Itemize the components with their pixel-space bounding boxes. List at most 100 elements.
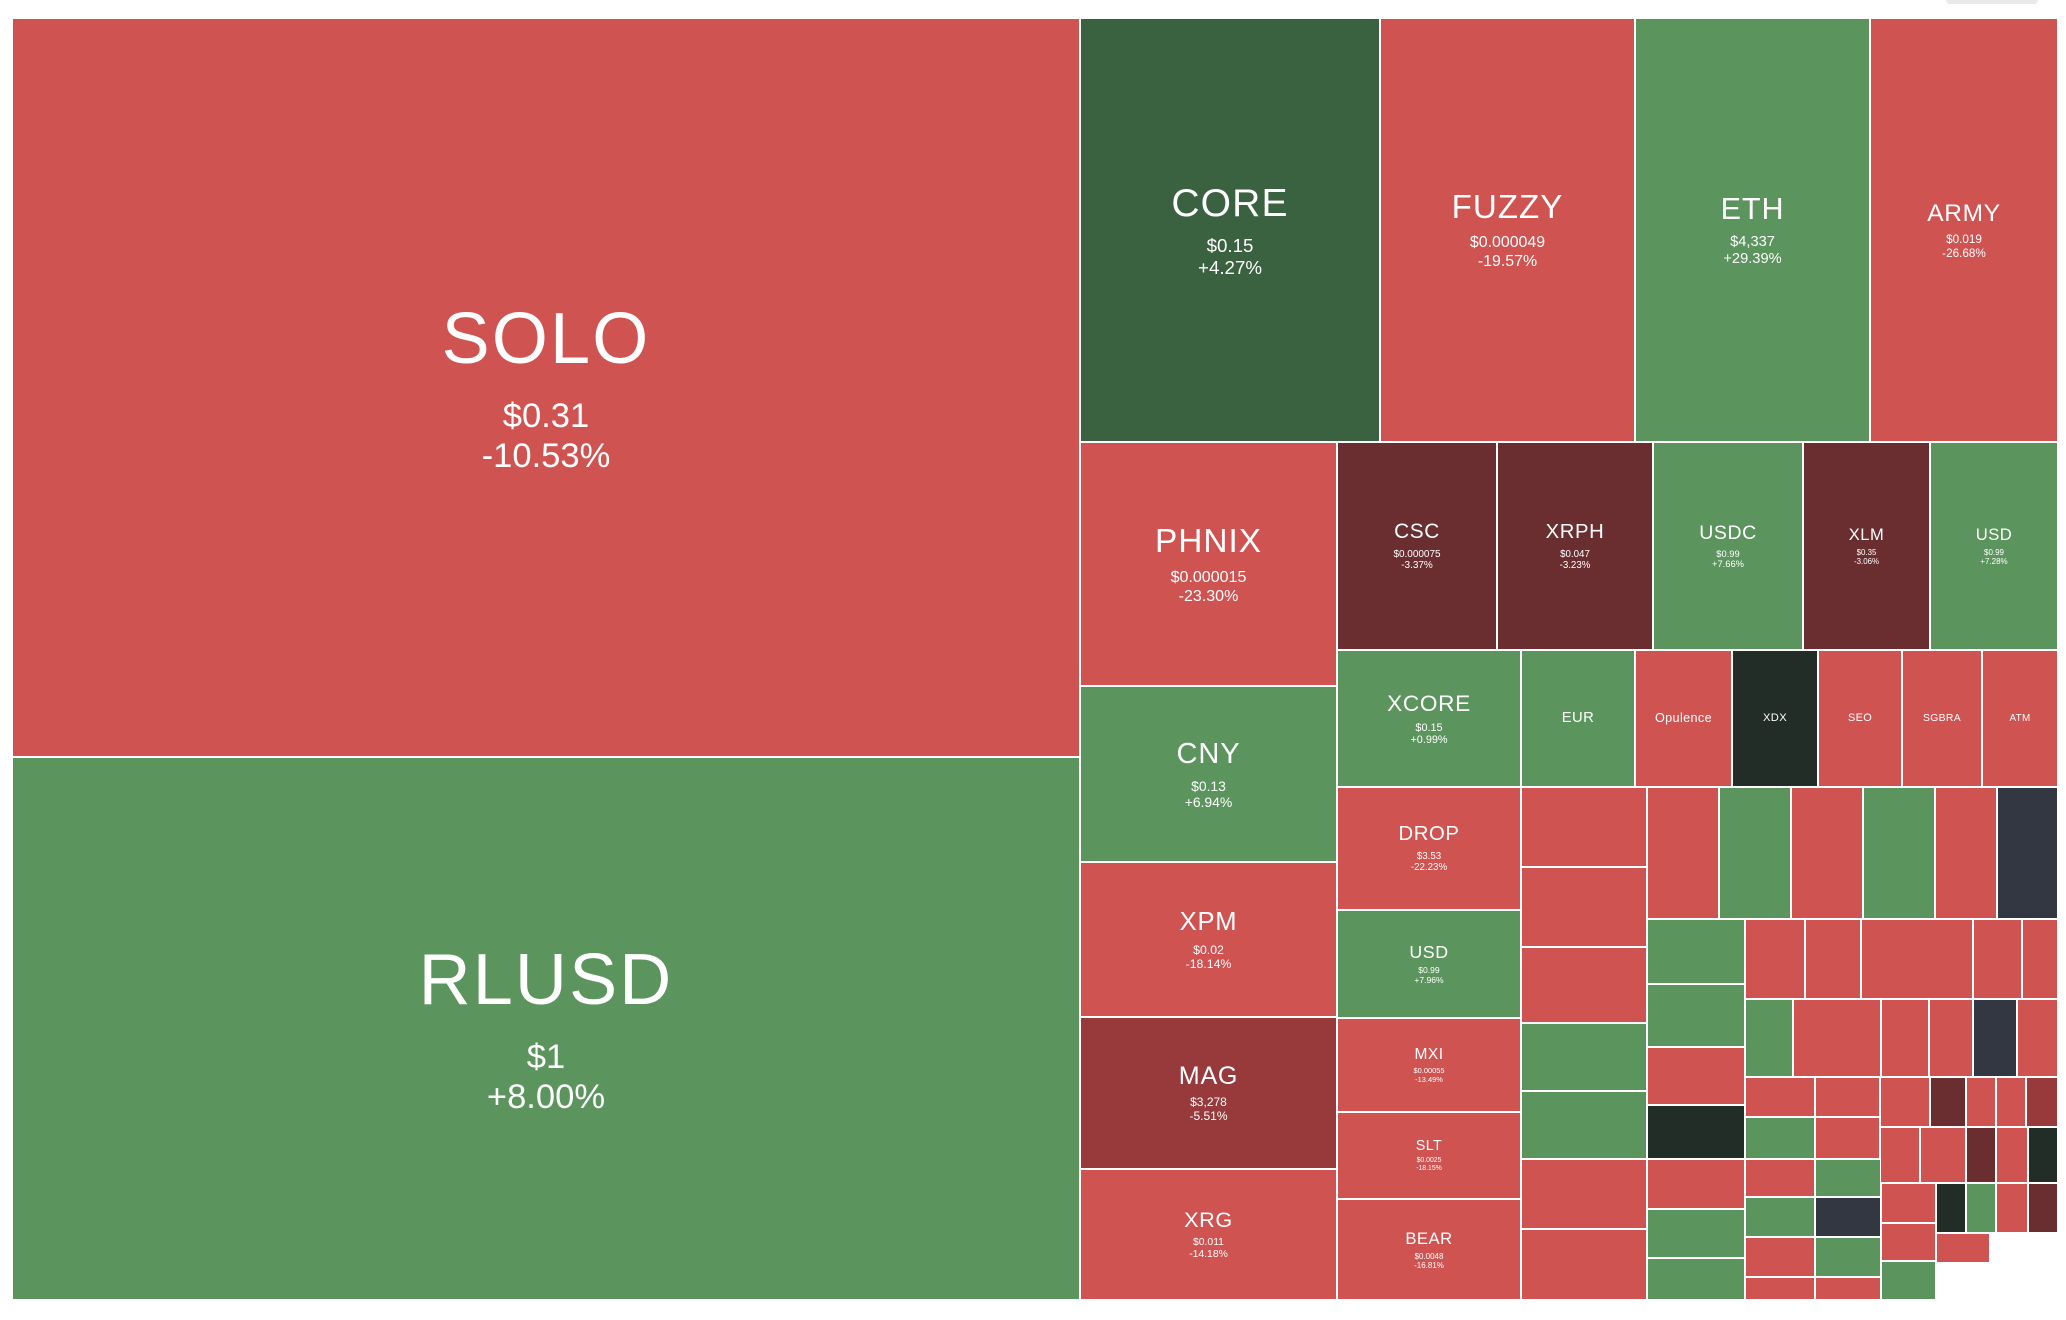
tile-usd[interactable]: USD $0.99 +7.96% (1337, 910, 1521, 1018)
tile[interactable] (1996, 1127, 2028, 1183)
tile[interactable] (1745, 1077, 1815, 1117)
tile[interactable] (1745, 999, 1793, 1077)
tile-rlusd[interactable]: RLUSD $1 +8.00% (12, 757, 1080, 1300)
tile[interactable] (1647, 1159, 1745, 1209)
tile-opulence[interactable]: Opulence (1635, 650, 1732, 787)
tile[interactable] (1973, 919, 2022, 999)
tile[interactable] (1521, 867, 1647, 947)
tile-change: -22.23% (1410, 862, 1448, 874)
tile[interactable] (1861, 919, 1973, 999)
tile-symbol: XLM (1848, 525, 1885, 544)
corner-control[interactable] (1946, 0, 2038, 4)
tile[interactable] (1793, 999, 1881, 1077)
tile-xrg[interactable]: XRG $0.011 -14.18% (1080, 1169, 1337, 1300)
tile-solo[interactable]: SOLO $0.31 -10.53% (12, 18, 1080, 757)
tile[interactable] (1647, 919, 1745, 984)
tile[interactable] (1881, 1223, 1936, 1261)
tile-phnix[interactable]: PHNIX $0.000015 -23.30% (1080, 442, 1337, 686)
tile-xcore[interactable]: XCORE $0.15 +0.99% (1337, 650, 1521, 787)
tile[interactable] (1880, 1077, 1930, 1127)
tile[interactable] (1647, 787, 1719, 919)
tile[interactable] (1521, 1229, 1647, 1300)
tile[interactable] (1966, 1127, 1996, 1183)
tile[interactable] (1745, 919, 1805, 999)
tile[interactable] (1815, 1159, 1881, 1197)
tile[interactable] (1996, 1183, 2028, 1233)
tile[interactable] (1805, 919, 1861, 999)
tile-xdx[interactable]: XDX (1732, 650, 1818, 787)
tile[interactable] (2028, 1127, 2058, 1183)
tile-change: +7.66% (1712, 559, 1744, 570)
tile-price: $0.15 (1206, 235, 1254, 257)
tile[interactable] (1929, 999, 1973, 1077)
tile-symbol: XDX (1763, 712, 1787, 725)
tile-mxi[interactable]: MXI $0.00055 -13.49% (1337, 1018, 1521, 1112)
tile[interactable] (1996, 1077, 2026, 1127)
tile[interactable] (1521, 947, 1647, 1023)
tile-xrph[interactable]: XRPH $0.047 -3.23% (1497, 442, 1653, 650)
tile[interactable] (1815, 1197, 1881, 1237)
tile[interactable] (1930, 1077, 1966, 1127)
tile[interactable] (1647, 1258, 1745, 1300)
tile[interactable] (1647, 984, 1745, 1047)
tile[interactable] (1966, 1077, 1996, 1127)
tile[interactable] (1815, 1277, 1881, 1300)
tile-eur[interactable]: EUR (1521, 650, 1635, 787)
tile[interactable] (1719, 787, 1791, 919)
tile-xpm[interactable]: XPM $0.02 -18.14% (1080, 862, 1337, 1017)
tile-usdc[interactable]: USDC $0.99 +7.66% (1653, 442, 1803, 650)
tile[interactable] (1920, 1127, 1966, 1183)
tile[interactable] (1881, 1183, 1936, 1223)
tile[interactable] (1521, 1023, 1647, 1091)
tile[interactable] (1521, 787, 1647, 867)
tile[interactable] (1881, 1261, 1936, 1300)
tile[interactable] (1997, 787, 2058, 919)
tile[interactable] (1936, 1183, 1966, 1233)
tile[interactable] (1881, 999, 1929, 1077)
tile[interactable] (1863, 787, 1935, 919)
tile-csc[interactable]: CSC $0.000075 -3.37% (1337, 442, 1497, 650)
tile-mag[interactable]: MAG $3,278 -5.51% (1080, 1017, 1337, 1169)
tile-slt[interactable]: SLT $0.0025 -18.15% (1337, 1112, 1521, 1199)
tile[interactable] (1745, 1277, 1815, 1300)
tile[interactable] (1745, 1197, 1815, 1237)
tile[interactable] (1647, 1047, 1745, 1105)
tile-atm[interactable]: ATM (1982, 650, 2058, 787)
tile[interactable] (2026, 1077, 2058, 1127)
tile[interactable] (1880, 1127, 1920, 1183)
tile[interactable] (1791, 787, 1863, 919)
tile[interactable] (1521, 1091, 1647, 1159)
tile[interactable] (2017, 999, 2058, 1077)
tile-eth[interactable]: ETH $4,337 +29.39% (1635, 18, 1870, 442)
tile[interactable] (1815, 1077, 1880, 1117)
tile-army[interactable]: ARMY $0.019 -26.68% (1870, 18, 2058, 442)
tile[interactable] (1973, 999, 2017, 1077)
tile[interactable] (2022, 919, 2058, 999)
tile-usd[interactable]: USD $0.99 +7.28% (1930, 442, 2058, 650)
tile-symbol: PHNIX (1154, 522, 1263, 560)
tile[interactable] (1815, 1237, 1881, 1277)
tile[interactable] (1815, 1117, 1880, 1159)
tile[interactable] (1647, 1209, 1745, 1258)
tile-change: +4.27% (1198, 256, 1262, 278)
tile-cny[interactable]: CNY $0.13 +6.94% (1080, 686, 1337, 862)
tile-fuzzy[interactable]: FUZZY $0.000049 -19.57% (1380, 18, 1635, 442)
tile[interactable] (1745, 1117, 1815, 1159)
tile-bear[interactable]: BEAR $0.0048 -16.81% (1337, 1199, 1521, 1300)
tile-seo[interactable]: SEO (1818, 650, 1902, 787)
tile-symbol: ATM (2009, 712, 2031, 724)
tile[interactable] (1745, 1159, 1815, 1197)
tile[interactable] (1521, 1159, 1647, 1229)
tile[interactable] (1966, 1183, 1996, 1233)
tile-symbol: USD (1975, 525, 2013, 545)
tile-xlm[interactable]: XLM $0.35 -3.06% (1803, 442, 1930, 650)
tile-symbol: USD (1409, 941, 1449, 962)
tile[interactable] (1935, 787, 1997, 919)
tile[interactable] (1936, 1233, 1990, 1263)
tile-core[interactable]: CORE $0.15 +4.27% (1080, 18, 1380, 442)
tile-drop[interactable]: DROP $3.53 -22.23% (1337, 787, 1521, 910)
tile[interactable] (2028, 1183, 2058, 1233)
tile[interactable] (1745, 1237, 1815, 1277)
tile-sgbra[interactable]: SGBRA (1902, 650, 1982, 787)
tile[interactable] (1647, 1105, 1745, 1159)
